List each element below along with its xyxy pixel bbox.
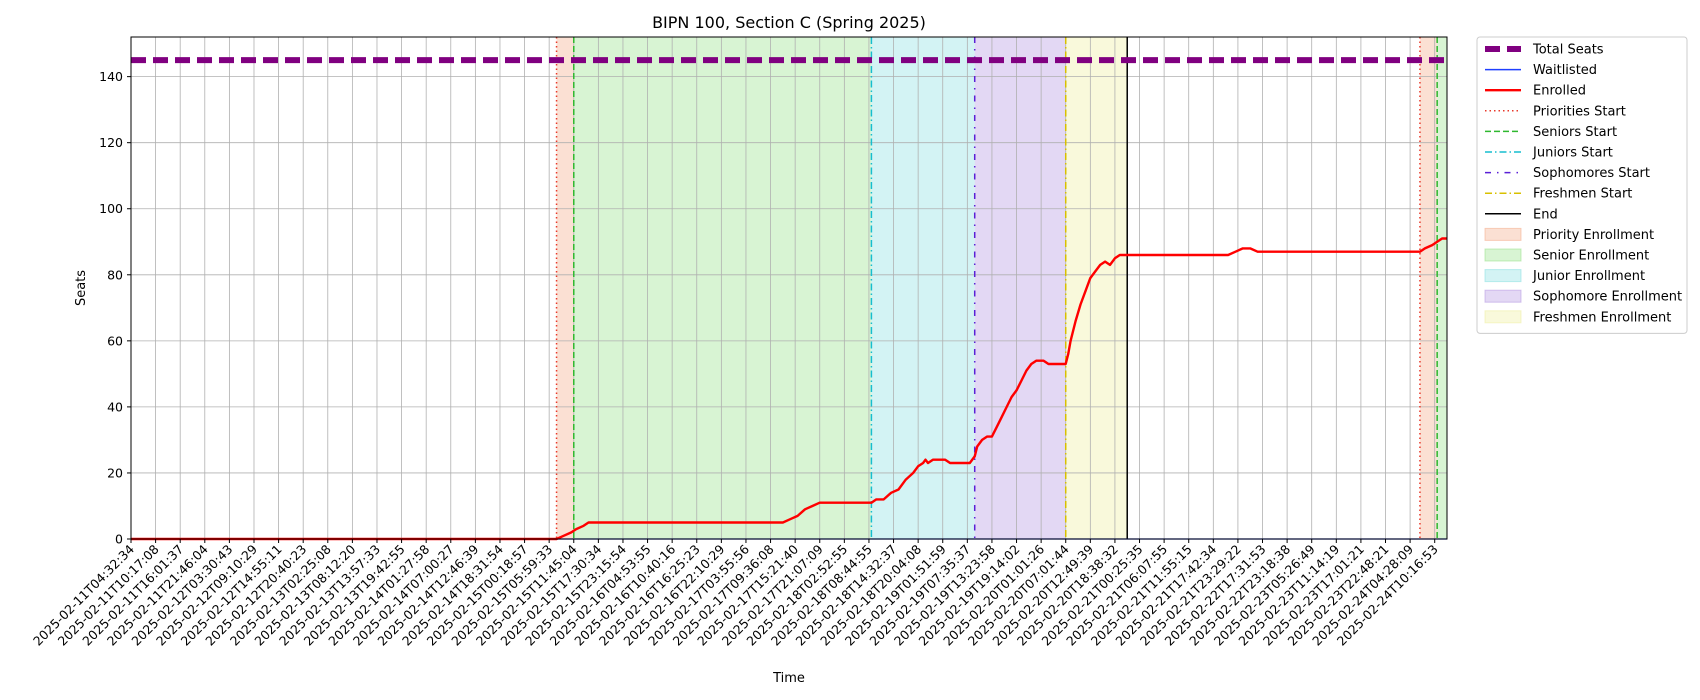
legend-label-senior-enrollment: Senior Enrollment bbox=[1533, 249, 1649, 264]
legend-label-juniors-start: Juniors Start bbox=[1532, 146, 1613, 161]
phase-band-priority-enrollment bbox=[1419, 37, 1438, 539]
phase-marker-lines bbox=[555, 37, 1438, 539]
y-tick-label: 100 bbox=[99, 201, 123, 216]
legend-label-junior-enrollment: Junior Enrollment bbox=[1532, 269, 1645, 284]
legend-label-freshmen-enrollment: Freshmen Enrollment bbox=[1533, 310, 1671, 325]
y-tick-label: 80 bbox=[107, 267, 123, 282]
phase-band-freshmen-enrollment bbox=[1065, 37, 1128, 539]
y-tick-label: 0 bbox=[115, 532, 123, 547]
phase-band-sophomore-enrollment bbox=[974, 37, 1066, 539]
y-tick-label: 60 bbox=[107, 333, 123, 348]
legend-swatch-senior-enrollment bbox=[1484, 248, 1522, 262]
legend-label-enrolled: Enrolled bbox=[1533, 84, 1586, 99]
y-tick-label: 120 bbox=[99, 135, 123, 150]
y-axis-ticks: 0 20 40 60 80 100 120 140 bbox=[99, 69, 131, 547]
legend-label-seniors-start: Seniors Start bbox=[1533, 125, 1617, 140]
phase-band-priority-enrollment bbox=[556, 37, 574, 539]
phase-band-junior-enrollment bbox=[871, 37, 975, 539]
legend-swatch-freshmen-enrollment bbox=[1484, 310, 1522, 324]
phase-band-senior-enrollment bbox=[573, 37, 872, 539]
legend-label-priorities-start: Priorities Start bbox=[1533, 104, 1626, 119]
legend-label-sophomores-start: Sophomores Start bbox=[1533, 166, 1650, 181]
legend-swatch-junior-enrollment bbox=[1484, 269, 1522, 283]
x-axis-ticks: 2025-02-11T04:32:342025-02-11T10:17:0820… bbox=[30, 539, 1441, 649]
legend-label-priority-enrollment: Priority Enrollment bbox=[1533, 228, 1654, 243]
chart-title: BIPN 100, Section C (Spring 2025) bbox=[652, 13, 926, 32]
legend-box bbox=[1476, 36, 1688, 334]
legend-label-sophomore-enrollment: Sophomore Enrollment bbox=[1533, 290, 1682, 305]
y-tick-label: 20 bbox=[107, 465, 123, 480]
legend-label-end: End bbox=[1533, 207, 1558, 222]
plot-frame bbox=[130, 36, 1448, 540]
legend-swatch-sophomore-enrollment bbox=[1484, 289, 1522, 303]
legend-label-total-seats: Total Seats bbox=[1532, 43, 1604, 58]
y-tick-label: 140 bbox=[99, 69, 123, 84]
legend-swatch-priority-enrollment bbox=[1484, 227, 1522, 241]
phase-band-senior-enrollment bbox=[1437, 37, 1447, 539]
y-tick-label: 40 bbox=[107, 399, 123, 414]
series-enrolled bbox=[131, 237, 1447, 541]
y-axis-label: Seats bbox=[74, 270, 89, 306]
legend: Total Seats Waitlisted Enrolled Priorities … bbox=[1476, 36, 1688, 334]
legend-label-freshmen-start: Freshmen Start bbox=[1533, 187, 1632, 202]
x-axis-label: Time bbox=[772, 671, 805, 686]
legend-label-waitlisted: Waitlisted bbox=[1533, 63, 1597, 78]
phase-bands bbox=[556, 37, 1447, 539]
